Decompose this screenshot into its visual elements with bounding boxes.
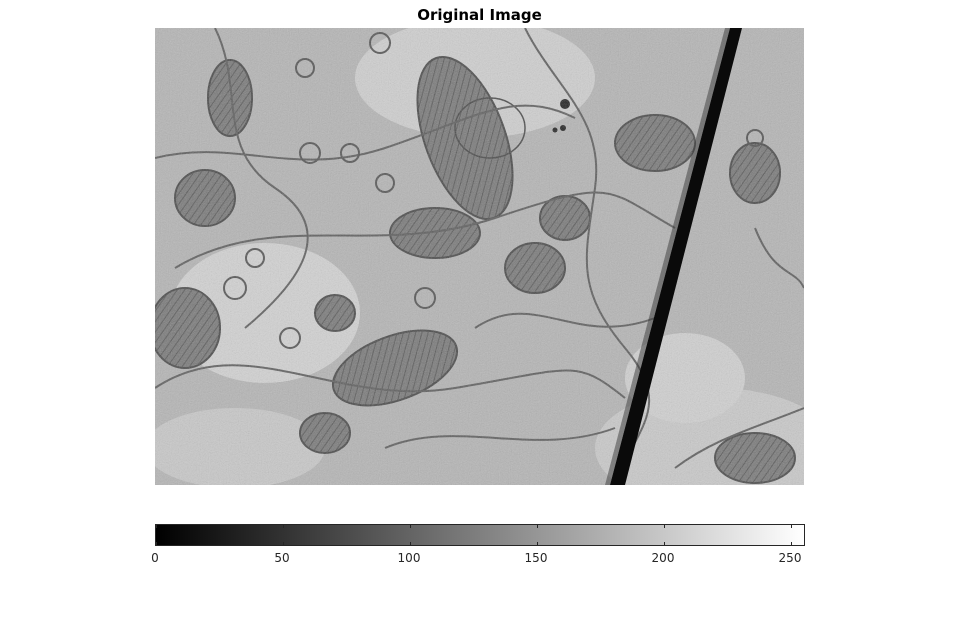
colorbar-tick-label: 100 [397, 551, 421, 565]
micrograph-svg [155, 28, 804, 485]
figure-title: Original Image [417, 6, 542, 24]
colorbar-tick-label: 50 [274, 551, 290, 565]
colorbar-tick [410, 524, 411, 546]
colorbar-tick [283, 524, 284, 546]
colorbar-tick [664, 524, 665, 546]
colorbar [155, 524, 805, 546]
colorbar-tick [537, 524, 538, 546]
micrograph-image [155, 28, 804, 485]
colorbar-tick-label: 200 [651, 551, 675, 565]
colorbar-tick [791, 524, 792, 546]
colorbar-tick-label: 0 [151, 551, 159, 565]
colorbar-tick-label: 150 [524, 551, 548, 565]
colorbar-tick [156, 524, 157, 546]
colorbar-tick-label: 250 [778, 551, 802, 565]
